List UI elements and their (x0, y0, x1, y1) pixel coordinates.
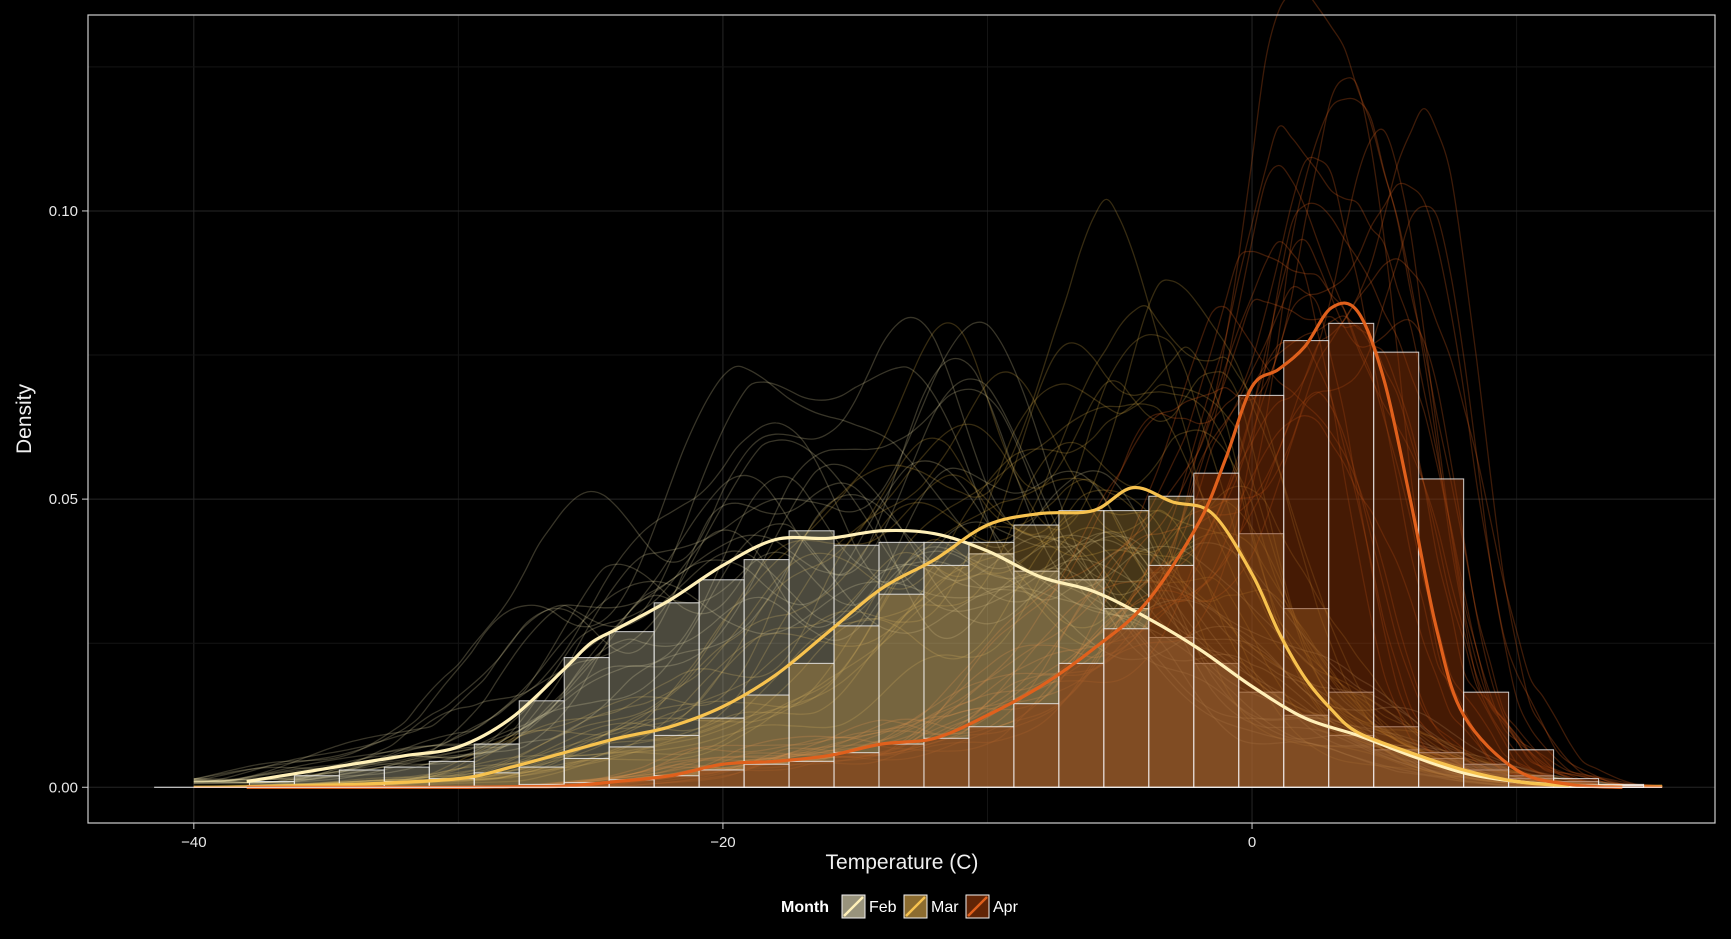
x-tick-label: 0 (1248, 834, 1256, 851)
bar-apr (833, 752, 880, 788)
legend-key-line (905, 896, 926, 917)
x-axis-title: Temperature (C) (826, 851, 979, 874)
legend-title: Month (781, 899, 829, 916)
bar-apr (923, 737, 970, 788)
legend-item-feb: Feb (841, 894, 897, 919)
mean-density-lines (154, 301, 1663, 789)
x-tick-label: −20 (710, 834, 735, 851)
axis-ticks: −40 −20 0 0.00 0.05 0.10 (49, 203, 1256, 851)
legend-item-mar: Mar (903, 894, 959, 919)
density-line-apr (246, 301, 1623, 789)
bar-apr (1373, 351, 1420, 788)
bar-apr (968, 726, 1015, 788)
bar-apr (1148, 564, 1195, 788)
legend-label-feb: Feb (869, 899, 897, 916)
legend-label-apr: Apr (993, 899, 1019, 916)
legend-key-line (967, 896, 988, 917)
y-axis-title: Density (13, 383, 36, 454)
density-line-feb (246, 528, 1623, 789)
y-tick-label: 0.10 (49, 203, 78, 220)
plot-border (87, 14, 1716, 824)
density-line-mar (246, 485, 1570, 789)
bar-apr (1103, 628, 1150, 788)
bar-apr (1058, 662, 1105, 788)
bar-apr (698, 769, 745, 788)
bar-apr (1328, 322, 1375, 788)
bar-apr (1283, 340, 1330, 788)
bar-feb (563, 657, 610, 788)
y-tick-label: 0.00 (49, 779, 78, 796)
bar-apr (1193, 472, 1240, 788)
legend-key-line (843, 896, 864, 917)
bar-apr (1013, 703, 1060, 788)
histogram-bars (248, 322, 1645, 788)
y-tick-label: 0.05 (49, 491, 78, 508)
legend: Month Feb Mar Apr (781, 894, 1019, 919)
legend-item-apr: Apr (965, 894, 1019, 919)
legend-label-mar: Mar (931, 899, 959, 916)
bar-apr (1418, 478, 1465, 788)
bar-apr (788, 760, 835, 788)
bar-apr (743, 763, 790, 788)
x-tick-label: −40 (181, 834, 206, 851)
bar-apr (878, 743, 925, 788)
